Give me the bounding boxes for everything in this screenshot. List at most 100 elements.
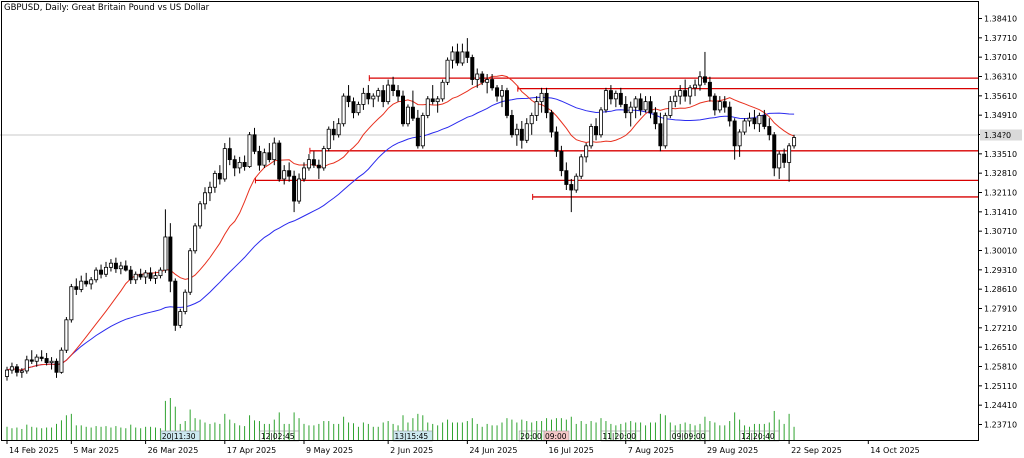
candle-body-bear	[648, 101, 653, 114]
candle-body-bear	[99, 269, 104, 275]
current-price-tag: 1.34?0	[980, 129, 1022, 141]
candle	[569, 178, 574, 213]
candle-body-bear	[113, 262, 118, 270]
candle-body-bear	[658, 123, 663, 147]
event-marker[interactable]: 13|15:45	[393, 430, 433, 442]
candle-body-bull	[104, 266, 109, 275]
candle-body-bull	[301, 167, 306, 180]
ma-slow-line	[6, 96, 795, 371]
candle	[495, 85, 500, 102]
candle-body-bear	[495, 87, 500, 97]
candle-body-bear	[84, 280, 89, 285]
candle	[757, 112, 762, 133]
candle	[371, 93, 376, 108]
candle-body-bull	[59, 349, 64, 373]
time-tick-label: 9 May 2025	[306, 446, 353, 455]
candle	[143, 270, 148, 284]
candle-body-bull	[589, 126, 594, 147]
candle	[193, 223, 198, 254]
candle	[64, 317, 69, 353]
price-tick-label: 1.30710	[984, 227, 1017, 236]
chart-frame	[1, 1, 979, 441]
candle-body-bear	[638, 98, 643, 111]
candle	[74, 278, 79, 295]
candle-body-bull	[425, 98, 430, 116]
candle	[326, 126, 331, 152]
candle-body-bear	[44, 358, 49, 364]
candle-body-bull	[499, 90, 504, 97]
candle-body-bull	[247, 134, 252, 167]
candle	[455, 43, 460, 66]
candle	[559, 145, 564, 177]
event-marker[interactable]: 20|11:30	[160, 430, 200, 442]
candle	[643, 96, 648, 113]
event-marker[interactable]: 09|09:00	[670, 430, 710, 442]
candle-body-bear	[564, 170, 569, 185]
candle	[128, 265, 133, 284]
candle-body-bear	[292, 175, 297, 202]
candle	[732, 118, 737, 160]
candle	[272, 137, 277, 166]
event-marker[interactable]: 12|20:40	[739, 430, 780, 442]
candle	[168, 223, 173, 293]
candle-body-bull	[49, 360, 54, 364]
candle	[247, 132, 252, 168]
event-marker[interactable]: 11|20:00	[601, 430, 641, 442]
candle	[69, 283, 74, 323]
candle	[5, 366, 10, 381]
candle-body-bull	[678, 90, 683, 97]
candle-body-bull	[599, 109, 604, 136]
candle	[712, 93, 717, 116]
candle	[153, 271, 158, 284]
candle	[440, 79, 445, 102]
candle	[599, 107, 604, 138]
event-marker[interactable]: 09:00	[543, 430, 570, 442]
price-tick-label: 1.32110	[984, 189, 1017, 198]
candle	[702, 51, 707, 86]
candle	[217, 165, 222, 185]
candle-body-bull	[371, 95, 376, 100]
candle-body-bull	[153, 275, 158, 279]
candle	[752, 109, 757, 130]
candle	[772, 132, 777, 177]
candle	[346, 85, 351, 108]
candle	[202, 187, 207, 210]
event-marker[interactable]: 12|02:45	[259, 430, 299, 442]
price-tick-label: 1.37010	[984, 53, 1017, 62]
candle	[470, 54, 475, 86]
candle-body-bull	[529, 115, 534, 125]
candle	[306, 154, 311, 171]
candle	[277, 140, 282, 182]
time-axis: 14 Feb 2025 5 Mar 2025 26 Mar 2025 17 Apr 2…	[6, 440, 920, 455]
event-marker[interactable]: 20:00	[518, 430, 545, 442]
candle	[782, 148, 787, 168]
candle	[158, 267, 163, 279]
price-tick-label: 1.23710	[984, 421, 1017, 430]
candle-body-bear	[608, 90, 613, 100]
candle-body-bull	[356, 103, 361, 114]
candle	[688, 85, 693, 105]
candle-body-bear	[653, 112, 658, 125]
price-tick-label: 1.30010	[984, 247, 1017, 256]
candle-body-bull	[574, 175, 579, 191]
candle-body-bull	[321, 148, 326, 169]
candle	[316, 159, 321, 179]
candle	[366, 85, 371, 105]
candle-body-bear	[623, 103, 628, 114]
event-marker-label: 20:00	[520, 432, 542, 441]
event-marker-label: 12|02:45	[261, 432, 295, 441]
candle	[480, 71, 485, 86]
candle	[311, 151, 316, 168]
candle-body-bull	[207, 186, 212, 194]
candle	[54, 358, 59, 378]
candle-body-bear	[148, 272, 153, 279]
candle	[504, 87, 509, 119]
candle	[237, 156, 242, 174]
horizontal-levels	[254, 75, 978, 200]
time-tick-label: 2 Jun 2025	[390, 446, 433, 455]
candle	[89, 277, 94, 290]
candle-body-bear	[767, 126, 772, 136]
candle-body-bear	[554, 131, 559, 152]
